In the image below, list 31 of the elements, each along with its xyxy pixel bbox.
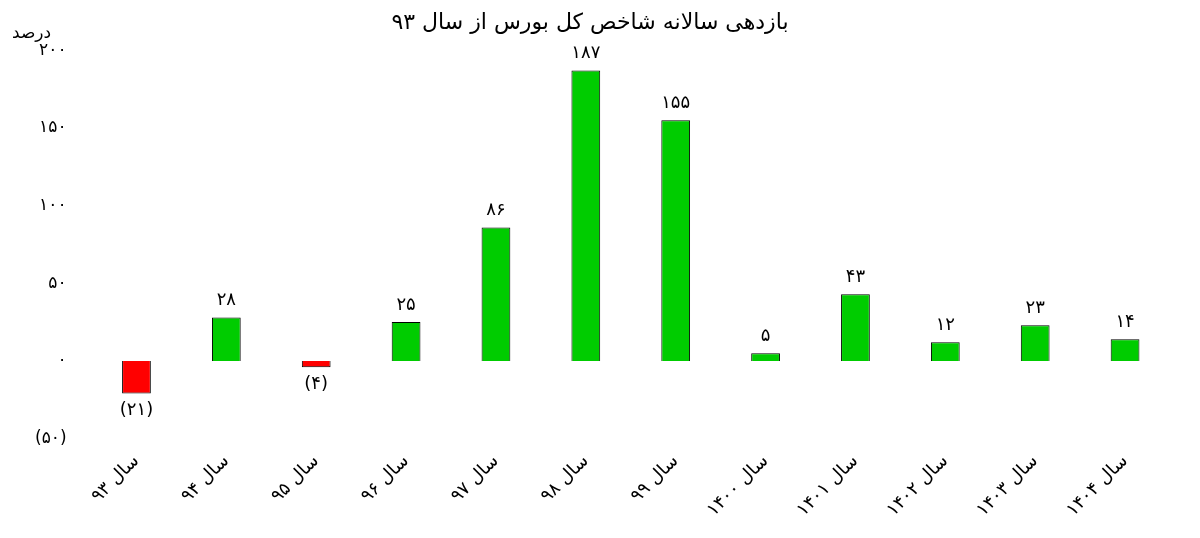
- data-label: ۱۲: [935, 312, 955, 334]
- y-tick-label: ۱۵۰: [39, 116, 67, 137]
- chart-title: بازدهی سالانه شاخص کل بورس از سال ۹۳: [391, 8, 789, 35]
- x-tick-label: سال ۹۶: [355, 449, 413, 506]
- x-tick-label: سال ۹۵: [265, 449, 323, 506]
- y-tick-label: ۱۰۰: [39, 194, 67, 215]
- y-tick-label: ۰: [57, 349, 67, 370]
- data-label: ۴۳: [845, 264, 866, 286]
- data-label: ۲۸: [216, 288, 237, 310]
- x-tick-label: سال ۱۴۰۱: [791, 449, 862, 520]
- data-label: ۱۴: [1115, 309, 1135, 331]
- data-label: ۲۳: [1025, 295, 1046, 317]
- y-tick-label: ۵۰: [48, 271, 67, 292]
- x-tick-label: سال ۹۴: [176, 449, 233, 506]
- x-tick-label: سال ۹۹: [625, 449, 682, 506]
- data-label: ۵: [760, 323, 771, 345]
- data-label: ۱۵۵: [661, 90, 691, 112]
- data-label: (۲۱): [119, 398, 154, 420]
- data-label: ۱۸۷: [571, 41, 601, 63]
- x-tick-label: سال ۹۷: [445, 449, 503, 506]
- y-axis-title: درصد: [12, 22, 52, 43]
- data-label: (۴): [304, 371, 329, 393]
- x-tick-label: سال ۹۳: [86, 449, 143, 506]
- data-label: ۸۶: [486, 198, 506, 220]
- x-tick-label: سال ۹۸: [535, 449, 592, 506]
- x-tick-label: سال ۱۴۰۳: [971, 449, 1042, 520]
- x-tick-label: سال ۱۴۰۲: [881, 449, 952, 520]
- y-tick-label: (۵۰): [35, 426, 67, 447]
- x-tick-label: سال ۱۴۰۰: [701, 449, 772, 520]
- x-tick-label: سال ۱۴۰۴: [1061, 449, 1132, 520]
- data-label: ۲۵: [396, 292, 416, 314]
